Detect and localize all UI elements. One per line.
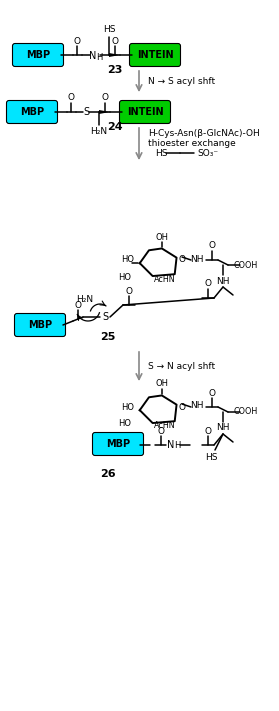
Text: O: O [205,427,211,436]
Text: H-Cys-Asn(β-GlcNAc)-OH: H-Cys-Asn(β-GlcNAc)-OH [148,129,260,139]
Text: O: O [74,301,81,309]
Text: H₂N: H₂N [76,294,93,304]
Text: HS: HS [155,149,167,158]
Text: HS: HS [205,454,217,462]
Text: HS: HS [103,26,115,35]
Text: SO₃⁻: SO₃⁻ [197,149,218,158]
Text: OH: OH [155,232,169,242]
Text: O: O [208,388,215,397]
Text: O: O [126,287,133,296]
Text: O: O [73,36,81,46]
Text: HO: HO [119,272,131,282]
Text: O: O [112,36,119,46]
Text: N: N [167,440,175,450]
FancyBboxPatch shape [119,100,170,124]
Text: S: S [102,312,108,322]
FancyBboxPatch shape [93,432,143,456]
Text: H₂N: H₂N [90,127,108,136]
Text: MBP: MBP [106,439,130,449]
FancyBboxPatch shape [13,43,64,67]
Text: 26: 26 [100,469,116,479]
Text: H: H [96,53,102,63]
Text: O: O [158,427,165,436]
Text: INTEIN: INTEIN [127,107,163,117]
FancyBboxPatch shape [15,314,66,336]
Text: O: O [208,242,215,250]
Text: OH: OH [155,380,169,388]
Text: MBP: MBP [28,320,52,330]
Text: N: N [89,51,97,61]
Polygon shape [99,110,110,114]
Text: O: O [205,279,211,289]
Text: H: H [174,441,180,449]
Text: O: O [179,402,186,412]
Text: HO: HO [121,255,134,264]
Text: 24: 24 [107,122,123,132]
Text: O: O [102,94,109,102]
Text: NH: NH [216,277,230,286]
Text: NH: NH [190,402,204,410]
Text: HO: HO [121,402,134,412]
FancyBboxPatch shape [129,43,181,67]
FancyBboxPatch shape [6,100,57,124]
Text: NH: NH [216,424,230,432]
Text: AcHN: AcHN [154,422,176,430]
Text: MBP: MBP [20,107,44,117]
Text: MBP: MBP [26,50,50,60]
Text: COOH: COOH [234,260,258,269]
Text: O: O [179,255,186,264]
Text: INTEIN: INTEIN [137,50,173,60]
Text: HO: HO [119,419,131,429]
Text: 25: 25 [100,332,116,342]
Text: thioester exchange: thioester exchange [148,139,236,147]
Text: NH: NH [190,255,204,264]
Text: S → N acyl shft: S → N acyl shft [148,362,215,371]
Polygon shape [109,53,120,57]
Text: N → S acyl shft: N → S acyl shft [148,77,215,87]
Text: 23: 23 [107,65,123,75]
Text: O: O [68,94,74,102]
Text: S: S [83,107,89,117]
Text: AcHN: AcHN [154,274,176,284]
Text: COOH: COOH [234,407,258,417]
